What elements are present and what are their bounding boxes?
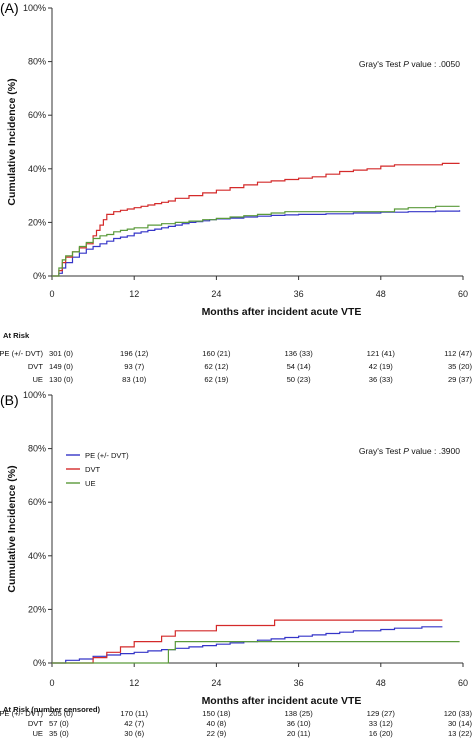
at-risk-value: 33 (12)	[369, 719, 394, 728]
x-tick-label: 60	[458, 289, 468, 299]
annotation-p-symbol: P	[403, 59, 409, 69]
series-line-ue	[52, 205, 460, 277]
at-risk-value: 301 (0)	[49, 349, 74, 358]
at-risk-value: 121 (41)	[367, 349, 396, 358]
grays-test-annotation: Gray's Test P value : .0050	[359, 59, 460, 69]
x-axis-title: Months after incident acute VTE	[202, 306, 362, 318]
at-risk-value: 36 (10)	[287, 719, 312, 728]
y-tick-label: 100%	[23, 390, 46, 400]
at-risk-value: 42 (7)	[124, 719, 144, 728]
at-risk-value: 36 (33)	[369, 375, 394, 384]
x-tick-label: 0	[49, 289, 54, 299]
x-tick-label: 48	[376, 678, 386, 688]
x-tick-label: 36	[294, 289, 304, 299]
series-line-pe	[52, 210, 461, 277]
chart-panel-a: (A) 0% 20% 40% 60% 80% 100% 0 12 24 36 48 60 Months a…	[0, 0, 472, 384]
at-risk-value: 138 (25)	[284, 709, 313, 718]
x-tick-label: 24	[211, 678, 221, 688]
at-risk-value: 57 (0)	[49, 719, 69, 728]
legend-label: UE	[85, 479, 96, 488]
at-risk-value: 136 (33)	[284, 349, 313, 358]
at-risk-value: 120 (33)	[444, 709, 473, 718]
at-risk-value: 149 (0)	[49, 362, 74, 371]
at-risk-value: 50 (23)	[287, 375, 312, 384]
series-line-ue	[52, 641, 460, 664]
grays-test-annotation: Gray's Test P value : .3900	[359, 446, 460, 456]
y-tick-label: 40%	[28, 164, 46, 174]
y-tick-label: 60%	[28, 110, 46, 120]
at-risk-value: 22 (9)	[206, 729, 226, 738]
at-risk-value: 13 (22)	[448, 729, 473, 738]
at-risk-value: 20 (11)	[287, 729, 311, 738]
legend-label: DVT	[85, 465, 101, 474]
series-line-dvt	[52, 619, 443, 664]
at-risk-value: 150 (18)	[202, 709, 231, 718]
x-tick-label: 48	[376, 289, 386, 299]
y-axis-title: Cumulative Incidence (%)	[6, 465, 18, 592]
at-risk-value: 35 (20)	[448, 362, 473, 371]
at-risk-value: 35 (0)	[49, 729, 69, 738]
at-risk-value: 62 (12)	[204, 362, 229, 371]
y-tick-label: 100%	[23, 3, 46, 13]
chart-panel-b: (B) 0% 20% 40% 60% 80% 100% 0 12 24 36 48 60 Months a…	[0, 390, 472, 738]
series-line-dvt	[52, 162, 460, 277]
at-risk-value: 83 (10)	[122, 375, 147, 384]
annotation-prefix: Gray's Test	[359, 446, 403, 456]
at-risk-header: At Risk	[3, 331, 30, 340]
annotation-p-symbol: P	[403, 446, 409, 456]
at-risk-row-label: PE (+/- DVT)	[0, 349, 43, 358]
at-risk-value: 30 (14)	[448, 719, 473, 728]
x-tick-label: 24	[211, 289, 221, 299]
at-risk-value: 30 (6)	[124, 729, 144, 738]
at-risk-value: 93 (7)	[124, 362, 144, 371]
at-risk-value: 16 (20)	[369, 729, 394, 738]
at-risk-row-label: UE	[32, 375, 43, 384]
x-tick-label: 0	[49, 678, 54, 688]
y-tick-label: 0%	[33, 658, 46, 668]
y-tick-label: 40%	[28, 551, 46, 561]
y-tick-label: 80%	[28, 57, 46, 67]
panel-label: (A)	[0, 0, 19, 16]
at-risk-value: 170 (11)	[120, 709, 148, 718]
at-risk-value: 196 (12)	[120, 349, 149, 358]
x-tick-label: 60	[458, 678, 468, 688]
annotation-value: value : .3900	[409, 446, 460, 456]
at-risk-value: 54 (14)	[287, 362, 312, 371]
at-risk-value: 205 (0)	[49, 709, 74, 718]
at-risk-value: 42 (19)	[369, 362, 394, 371]
x-axis-title: Months after incident acute VTE	[202, 695, 362, 707]
at-risk-header: At Risk (number censored)	[3, 705, 101, 714]
annotation-prefix: Gray's Test	[359, 59, 403, 69]
at-risk-row-label: PE (+/- DVT)	[0, 709, 43, 718]
at-risk-value: 112 (47)	[444, 349, 472, 358]
y-tick-label: 20%	[28, 217, 46, 227]
at-risk-row-label: DVT	[28, 719, 44, 728]
at-risk-value: 160 (21)	[202, 349, 231, 358]
x-tick-label: 36	[294, 678, 304, 688]
panel-label: (B)	[0, 392, 19, 408]
at-risk-value: 129 (27)	[367, 709, 396, 718]
y-tick-label: 20%	[28, 604, 46, 614]
at-risk-row-label: DVT	[28, 362, 44, 371]
at-risk-value: 130 (0)	[49, 375, 74, 384]
y-axis-title: Cumulative Incidence (%)	[6, 78, 18, 205]
annotation-value: value : .0050	[409, 59, 460, 69]
x-tick-label: 12	[129, 289, 139, 299]
at-risk-row-label: UE	[32, 729, 43, 738]
series-line-pe	[52, 626, 443, 664]
at-risk-value: 29 (37)	[448, 375, 473, 384]
at-risk-value: 40 (8)	[206, 719, 226, 728]
x-tick-label: 12	[129, 678, 139, 688]
y-tick-label: 0%	[33, 271, 46, 281]
y-tick-label: 60%	[28, 497, 46, 507]
y-tick-label: 80%	[28, 444, 46, 454]
at-risk-value: 62 (19)	[204, 375, 229, 384]
legend-label: PE (+/- DVT)	[85, 451, 129, 460]
